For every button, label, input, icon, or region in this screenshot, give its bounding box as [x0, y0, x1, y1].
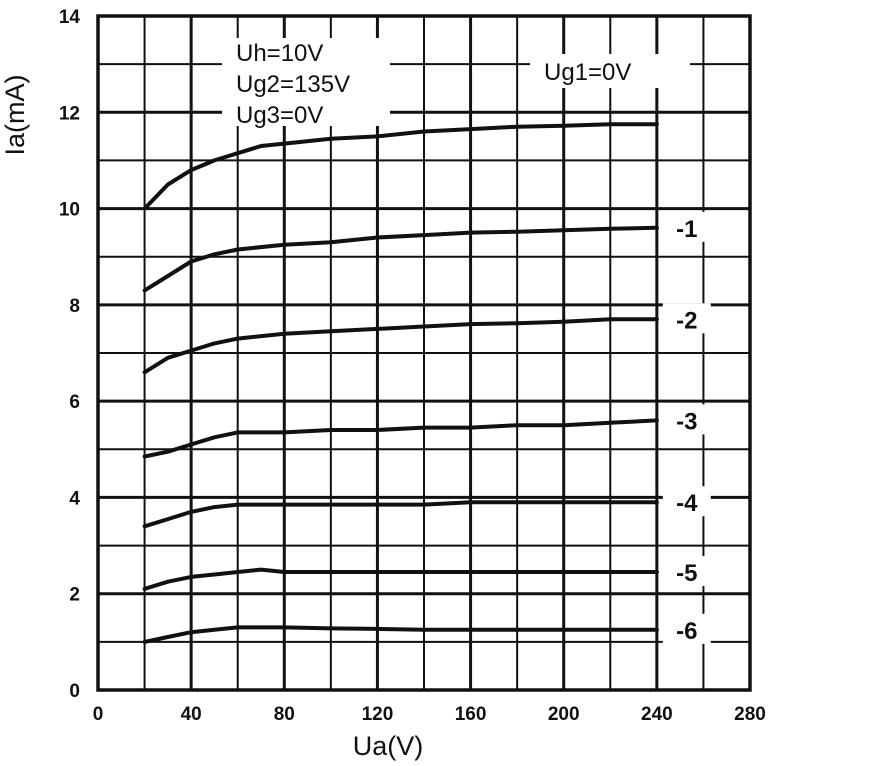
conditions-box — [222, 38, 390, 126]
condition-uh: Uh=10V — [236, 40, 323, 67]
curve-label-bg — [662, 556, 711, 587]
curves — [142, 122, 659, 644]
curve-series-1 — [142, 225, 659, 293]
curve-label-bg — [662, 211, 711, 242]
x-tick-label: 120 — [362, 704, 394, 725]
ug1-box — [530, 54, 690, 88]
curve-series-6 — [142, 625, 659, 644]
x-tick-label: 40 — [181, 704, 202, 725]
y-tick-label: 14 — [59, 7, 81, 28]
curve-series-3 — [142, 418, 659, 459]
x-tick-label: 160 — [455, 704, 487, 725]
x-tick-labels: 0 40 80 120 160 200 240 280 — [93, 704, 766, 725]
x-tick-label: 280 — [734, 704, 766, 725]
curve-label: -6 — [676, 618, 697, 645]
y-tick-label: 6 — [69, 392, 80, 413]
curve-label: -5 — [676, 560, 697, 587]
y-tick-label: 12 — [59, 103, 80, 124]
y-tick-label: 4 — [69, 488, 80, 509]
condition-ug3: Ug3=0V — [236, 102, 323, 129]
curve-series-5 — [142, 567, 659, 591]
plot-border — [96, 14, 752, 692]
curve-label-bg — [662, 303, 711, 334]
curve-label-bg — [662, 486, 711, 517]
curve-series-0 — [142, 122, 659, 211]
curve-labels: -1 -2 -3 -4 -5 -6 — [662, 211, 711, 645]
y-tick-labels: 0 2 4 6 8 10 12 14 — [59, 7, 81, 702]
y-tick-label: 8 — [69, 296, 80, 317]
curve-label: -4 — [676, 490, 698, 517]
y-tick-label: 10 — [59, 200, 80, 221]
x-tick-label: 80 — [274, 704, 295, 725]
x-tick-label: 200 — [548, 704, 580, 725]
curve-label-bg — [662, 404, 711, 435]
curve-series-4 — [142, 500, 659, 529]
curve-series-2 — [142, 317, 659, 375]
ug1-annotation: Ug1=0V — [544, 59, 631, 86]
y-tick-label: 2 — [69, 585, 80, 606]
curve-label: -1 — [676, 216, 697, 243]
curve-label-bg — [662, 613, 711, 644]
condition-ug2: Ug2=135V — [236, 71, 350, 98]
y-axis-label: Ia(mA) — [0, 75, 30, 156]
curve-label: -3 — [676, 408, 697, 435]
x-axis-label: Ua(V) — [353, 731, 424, 761]
curve-label: -2 — [676, 307, 697, 334]
x-tick-label: 0 — [93, 704, 104, 725]
x-tick-label: 240 — [641, 704, 673, 725]
y-tick-label: 0 — [69, 681, 80, 702]
